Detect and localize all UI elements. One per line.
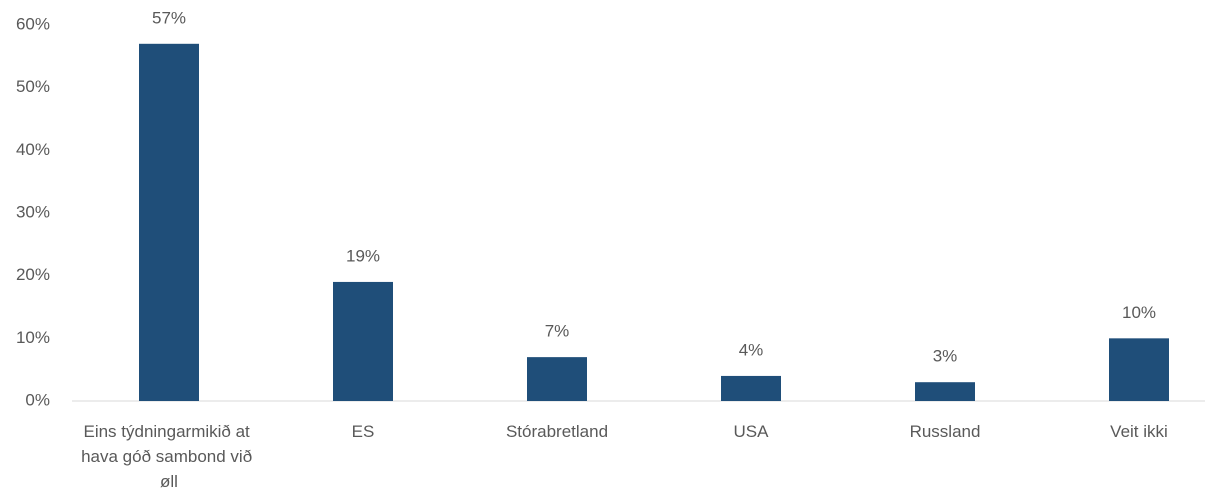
y-tick-label: 60% <box>16 14 50 33</box>
y-tick-label: 40% <box>16 140 50 159</box>
x-tick-label: ES <box>352 422 375 441</box>
bar <box>527 357 587 401</box>
y-tick-label: 20% <box>16 265 50 284</box>
x-tick-label: USA <box>734 422 770 441</box>
y-tick-label: 30% <box>16 202 50 221</box>
bar <box>333 281 393 401</box>
data-label: 19% <box>346 246 380 265</box>
bar <box>139 43 199 402</box>
bar <box>1109 338 1169 401</box>
x-tick-label: Veit ikki <box>1110 422 1168 441</box>
data-label: 10% <box>1122 303 1156 322</box>
bar <box>915 382 975 401</box>
data-label: 57% <box>152 8 186 27</box>
data-label: 4% <box>739 340 764 359</box>
data-label: 3% <box>933 347 958 366</box>
y-tick-label: 10% <box>16 328 50 347</box>
bar <box>721 375 781 401</box>
y-tick-label: 50% <box>16 77 50 96</box>
x-tick-label: Russland <box>910 422 981 441</box>
x-tick-label: Eins týdningarmikið at hava góð sambond … <box>81 422 257 491</box>
data-label: 7% <box>545 322 570 341</box>
y-tick-label: 0% <box>25 390 50 409</box>
x-tick-label: Stórabretland <box>506 422 608 441</box>
